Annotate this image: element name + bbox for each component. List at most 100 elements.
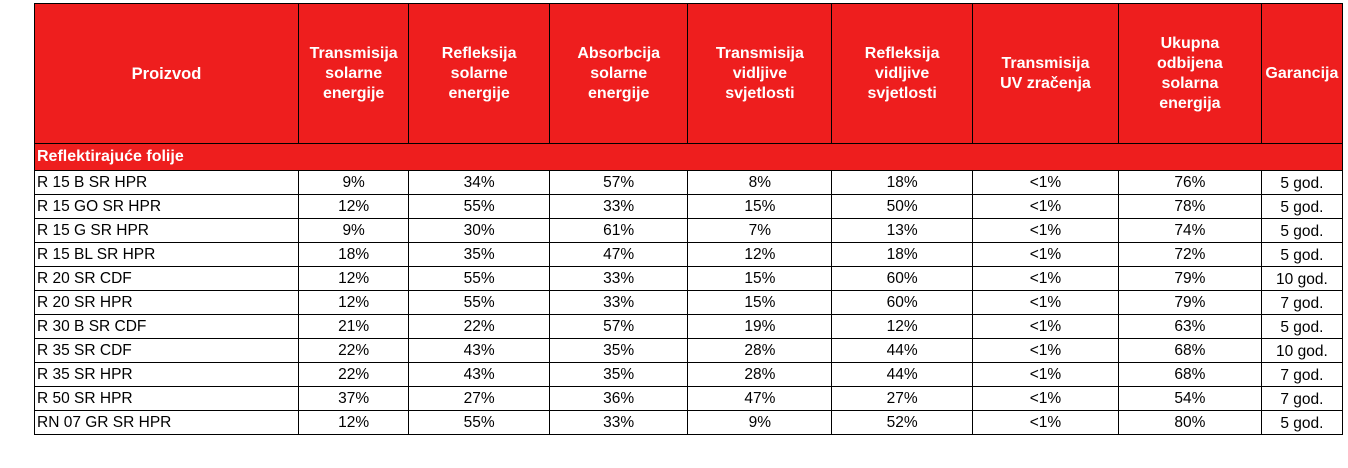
header-product: Proizvod (34, 3, 299, 144)
cell-product-name: R 35 SR HPR (34, 362, 299, 387)
cell-total-solar-rejected: 63% (1118, 314, 1262, 339)
cell-visible-reflection: 44% (831, 338, 973, 363)
cell-product-name: R 20 SR HPR (34, 290, 299, 315)
cell-solar-reflection: 27% (408, 386, 550, 411)
table-row: R 20 SR CDF 12% 55% 33% 15% 60% <1% 79% 10 god. (34, 266, 1344, 291)
header-uv-transmission: Transmisija UV zračenja (971, 3, 1120, 144)
cell-product-name: R 15 G SR HPR (34, 218, 299, 243)
cell-uv-transmission: <1% (971, 266, 1120, 291)
cell-solar-absorption: 35% (548, 362, 689, 387)
cell-visible-transmission: 12% (687, 242, 833, 267)
cell-total-solar-rejected: 80% (1118, 410, 1262, 435)
table-body: Reflektirajuće folije R 15 B SR HPR 9% 34%… (34, 143, 1344, 435)
cell-total-solar-rejected: 78% (1118, 194, 1262, 219)
cell-warranty: 10 god. (1260, 266, 1344, 291)
cell-visible-transmission: 47% (687, 386, 833, 411)
table-row: R 35 SR CDF 22% 43% 35% 28% 44% <1% 68% 10 god. (34, 338, 1344, 363)
header-solar-transmission: Transmisija solarne energije (297, 3, 410, 144)
cell-solar-reflection: 34% (408, 170, 550, 195)
cell-visible-reflection: 18% (831, 242, 973, 267)
cell-uv-transmission: <1% (971, 410, 1120, 435)
cell-warranty: 7 god. (1260, 362, 1344, 387)
cell-total-solar-rejected: 79% (1118, 290, 1262, 315)
cell-visible-transmission: 9% (687, 410, 833, 435)
cell-total-solar-rejected: 76% (1118, 170, 1262, 195)
cell-solar-transmission: 12% (297, 290, 410, 315)
section-title: Reflektirajuće folije (34, 143, 1343, 171)
cell-warranty: 5 god. (1260, 410, 1344, 435)
cell-uv-transmission: <1% (971, 314, 1120, 339)
cell-uv-transmission: <1% (971, 170, 1120, 195)
table-row: R 15 B SR HPR 9% 34% 57% 8% 18% <1% 76% 5 god. (34, 170, 1344, 195)
cell-total-solar-rejected: 74% (1118, 218, 1262, 243)
table-row: R 20 SR HPR 12% 55% 33% 15% 60% <1% 79% 7 god. (34, 290, 1344, 315)
cell-solar-transmission: 12% (297, 410, 410, 435)
cell-visible-reflection: 44% (831, 362, 973, 387)
table-row: R 35 SR HPR 22% 43% 35% 28% 44% <1% 68% 7 god. (34, 362, 1344, 387)
cell-solar-transmission: 22% (297, 362, 410, 387)
cell-visible-reflection: 50% (831, 194, 973, 219)
cell-solar-reflection: 43% (408, 362, 550, 387)
cell-visible-reflection: 60% (831, 290, 973, 315)
header-warranty: Garancija (1260, 3, 1344, 144)
cell-warranty: 7 god. (1260, 386, 1344, 411)
header-total-solar-rejected: Ukupna odbijena solarna energija (1118, 3, 1262, 144)
cell-warranty: 5 god. (1260, 218, 1344, 243)
cell-uv-transmission: <1% (971, 386, 1120, 411)
cell-solar-reflection: 35% (408, 242, 550, 267)
table-row: RN 07 GR SR HPR 12% 55% 33% 9% 52% <1% 80% 5 god… (34, 410, 1344, 435)
cell-solar-absorption: 57% (548, 170, 689, 195)
cell-warranty: 5 god. (1260, 314, 1344, 339)
table-row: R 15 G SR HPR 9% 30% 61% 7% 13% <1% 74% 5 god. (34, 218, 1344, 243)
cell-solar-reflection: 55% (408, 266, 550, 291)
cell-uv-transmission: <1% (971, 362, 1120, 387)
cell-solar-absorption: 33% (548, 194, 689, 219)
cell-uv-transmission: <1% (971, 242, 1120, 267)
cell-visible-reflection: 52% (831, 410, 973, 435)
header-solar-absorption: Absorbcija solarne energije (548, 3, 689, 144)
header-solar-reflection: Refleksija solarne energije (408, 3, 550, 144)
cell-visible-transmission: 7% (687, 218, 833, 243)
cell-solar-reflection: 55% (408, 410, 550, 435)
cell-visible-reflection: 60% (831, 266, 973, 291)
cell-visible-transmission: 28% (687, 362, 833, 387)
cell-product-name: R 15 B SR HPR (34, 170, 299, 195)
cell-visible-reflection: 18% (831, 170, 973, 195)
header-visible-light-reflection: Refleksija vidljive svjetlosti (831, 3, 973, 144)
cell-solar-transmission: 21% (297, 314, 410, 339)
cell-solar-absorption: 47% (548, 242, 689, 267)
cell-solar-absorption: 33% (548, 290, 689, 315)
cell-total-solar-rejected: 68% (1118, 338, 1262, 363)
cell-visible-transmission: 15% (687, 290, 833, 315)
cell-solar-transmission: 12% (297, 194, 410, 219)
cell-visible-transmission: 28% (687, 338, 833, 363)
cell-solar-transmission: 37% (297, 386, 410, 411)
cell-warranty: 5 god. (1260, 170, 1344, 195)
table-row: R 15 GO SR HPR 12% 55% 33% 15% 50% <1% 78% 5 god… (34, 194, 1344, 219)
cell-uv-transmission: <1% (971, 338, 1120, 363)
cell-uv-transmission: <1% (971, 194, 1120, 219)
section-row: Reflektirajuće folije (34, 143, 1343, 171)
cell-solar-absorption: 57% (548, 314, 689, 339)
cell-solar-transmission: 9% (297, 218, 410, 243)
cell-product-name: R 15 BL SR HPR (34, 242, 299, 267)
cell-visible-reflection: 12% (831, 314, 973, 339)
cell-product-name: R 15 GO SR HPR (34, 194, 299, 219)
cell-total-solar-rejected: 79% (1118, 266, 1262, 291)
cell-solar-absorption: 36% (548, 386, 689, 411)
cell-solar-absorption: 61% (548, 218, 689, 243)
cell-uv-transmission: <1% (971, 290, 1120, 315)
cell-solar-absorption: 33% (548, 266, 689, 291)
cell-warranty: 7 god. (1260, 290, 1344, 315)
cell-visible-transmission: 15% (687, 194, 833, 219)
cell-solar-reflection: 43% (408, 338, 550, 363)
cell-product-name: RN 07 GR SR HPR (34, 410, 299, 435)
cell-solar-reflection: 55% (408, 194, 550, 219)
cell-product-name: R 30 B SR CDF (34, 314, 299, 339)
cell-solar-absorption: 35% (548, 338, 689, 363)
cell-total-solar-rejected: 72% (1118, 242, 1262, 267)
cell-total-solar-rejected: 54% (1118, 386, 1262, 411)
film-specs-table: Proizvod Transmisija solarne energije Refl… (34, 3, 1344, 435)
cell-uv-transmission: <1% (971, 218, 1120, 243)
cell-solar-reflection: 22% (408, 314, 550, 339)
